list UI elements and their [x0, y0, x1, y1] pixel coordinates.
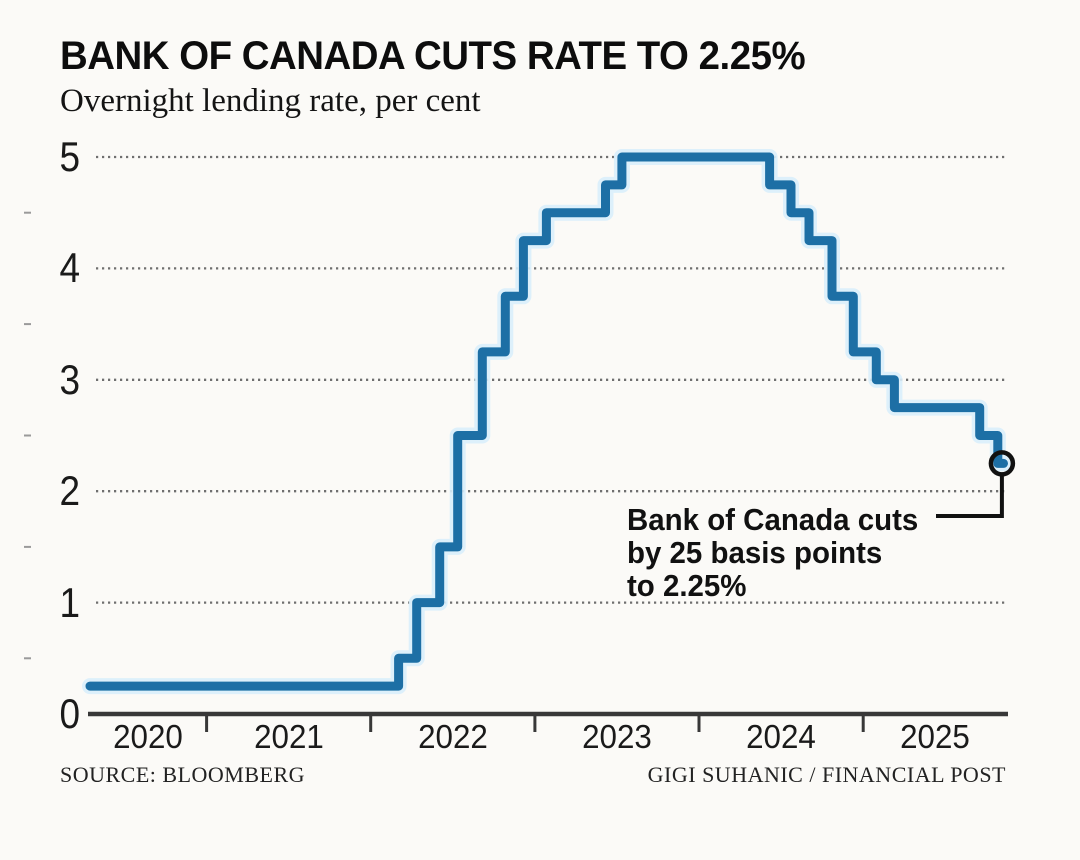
chart-subtitle: Overnight lending rate, per cent: [60, 83, 481, 119]
y-axis-label: 1: [59, 578, 80, 626]
annotation-connector-line: [936, 474, 1004, 518]
y-axis-label: 3: [59, 355, 80, 403]
rate-step-line: [85, 152, 1008, 691]
x-axis-year-label: 2023: [582, 718, 652, 755]
x-axis-year-label: 2020: [113, 718, 184, 755]
source-label: SOURCE: BLOOMBERG: [60, 762, 306, 787]
annotation-callout: Bank of Canada cuts by 25 basis points t…: [627, 503, 918, 602]
annotation-line-2: by 25 basis points: [627, 535, 883, 570]
chart-title: BANK OF CANADA CUTS RATE TO 2.25%: [60, 34, 806, 78]
y-axis-label: 2: [59, 467, 80, 515]
x-axis-year-label: 2025: [899, 718, 970, 755]
x-axis-year-label: 2022: [417, 718, 488, 755]
y-axis-label: 4: [59, 244, 80, 292]
annotation-line-3: to 2.25%: [627, 568, 747, 603]
annotation-line-1: Bank of Canada cuts: [627, 502, 919, 537]
y-axis-label: 0: [59, 690, 80, 737]
end-point-marker: [988, 450, 1016, 477]
y-axis-label: 5: [59, 133, 80, 180]
x-axis-year-label: 2021: [253, 718, 324, 755]
x-axis-year-label: 2024: [746, 718, 816, 755]
credit-label: GIGI SUHANIC / FINANCIAL POST: [647, 762, 1006, 787]
